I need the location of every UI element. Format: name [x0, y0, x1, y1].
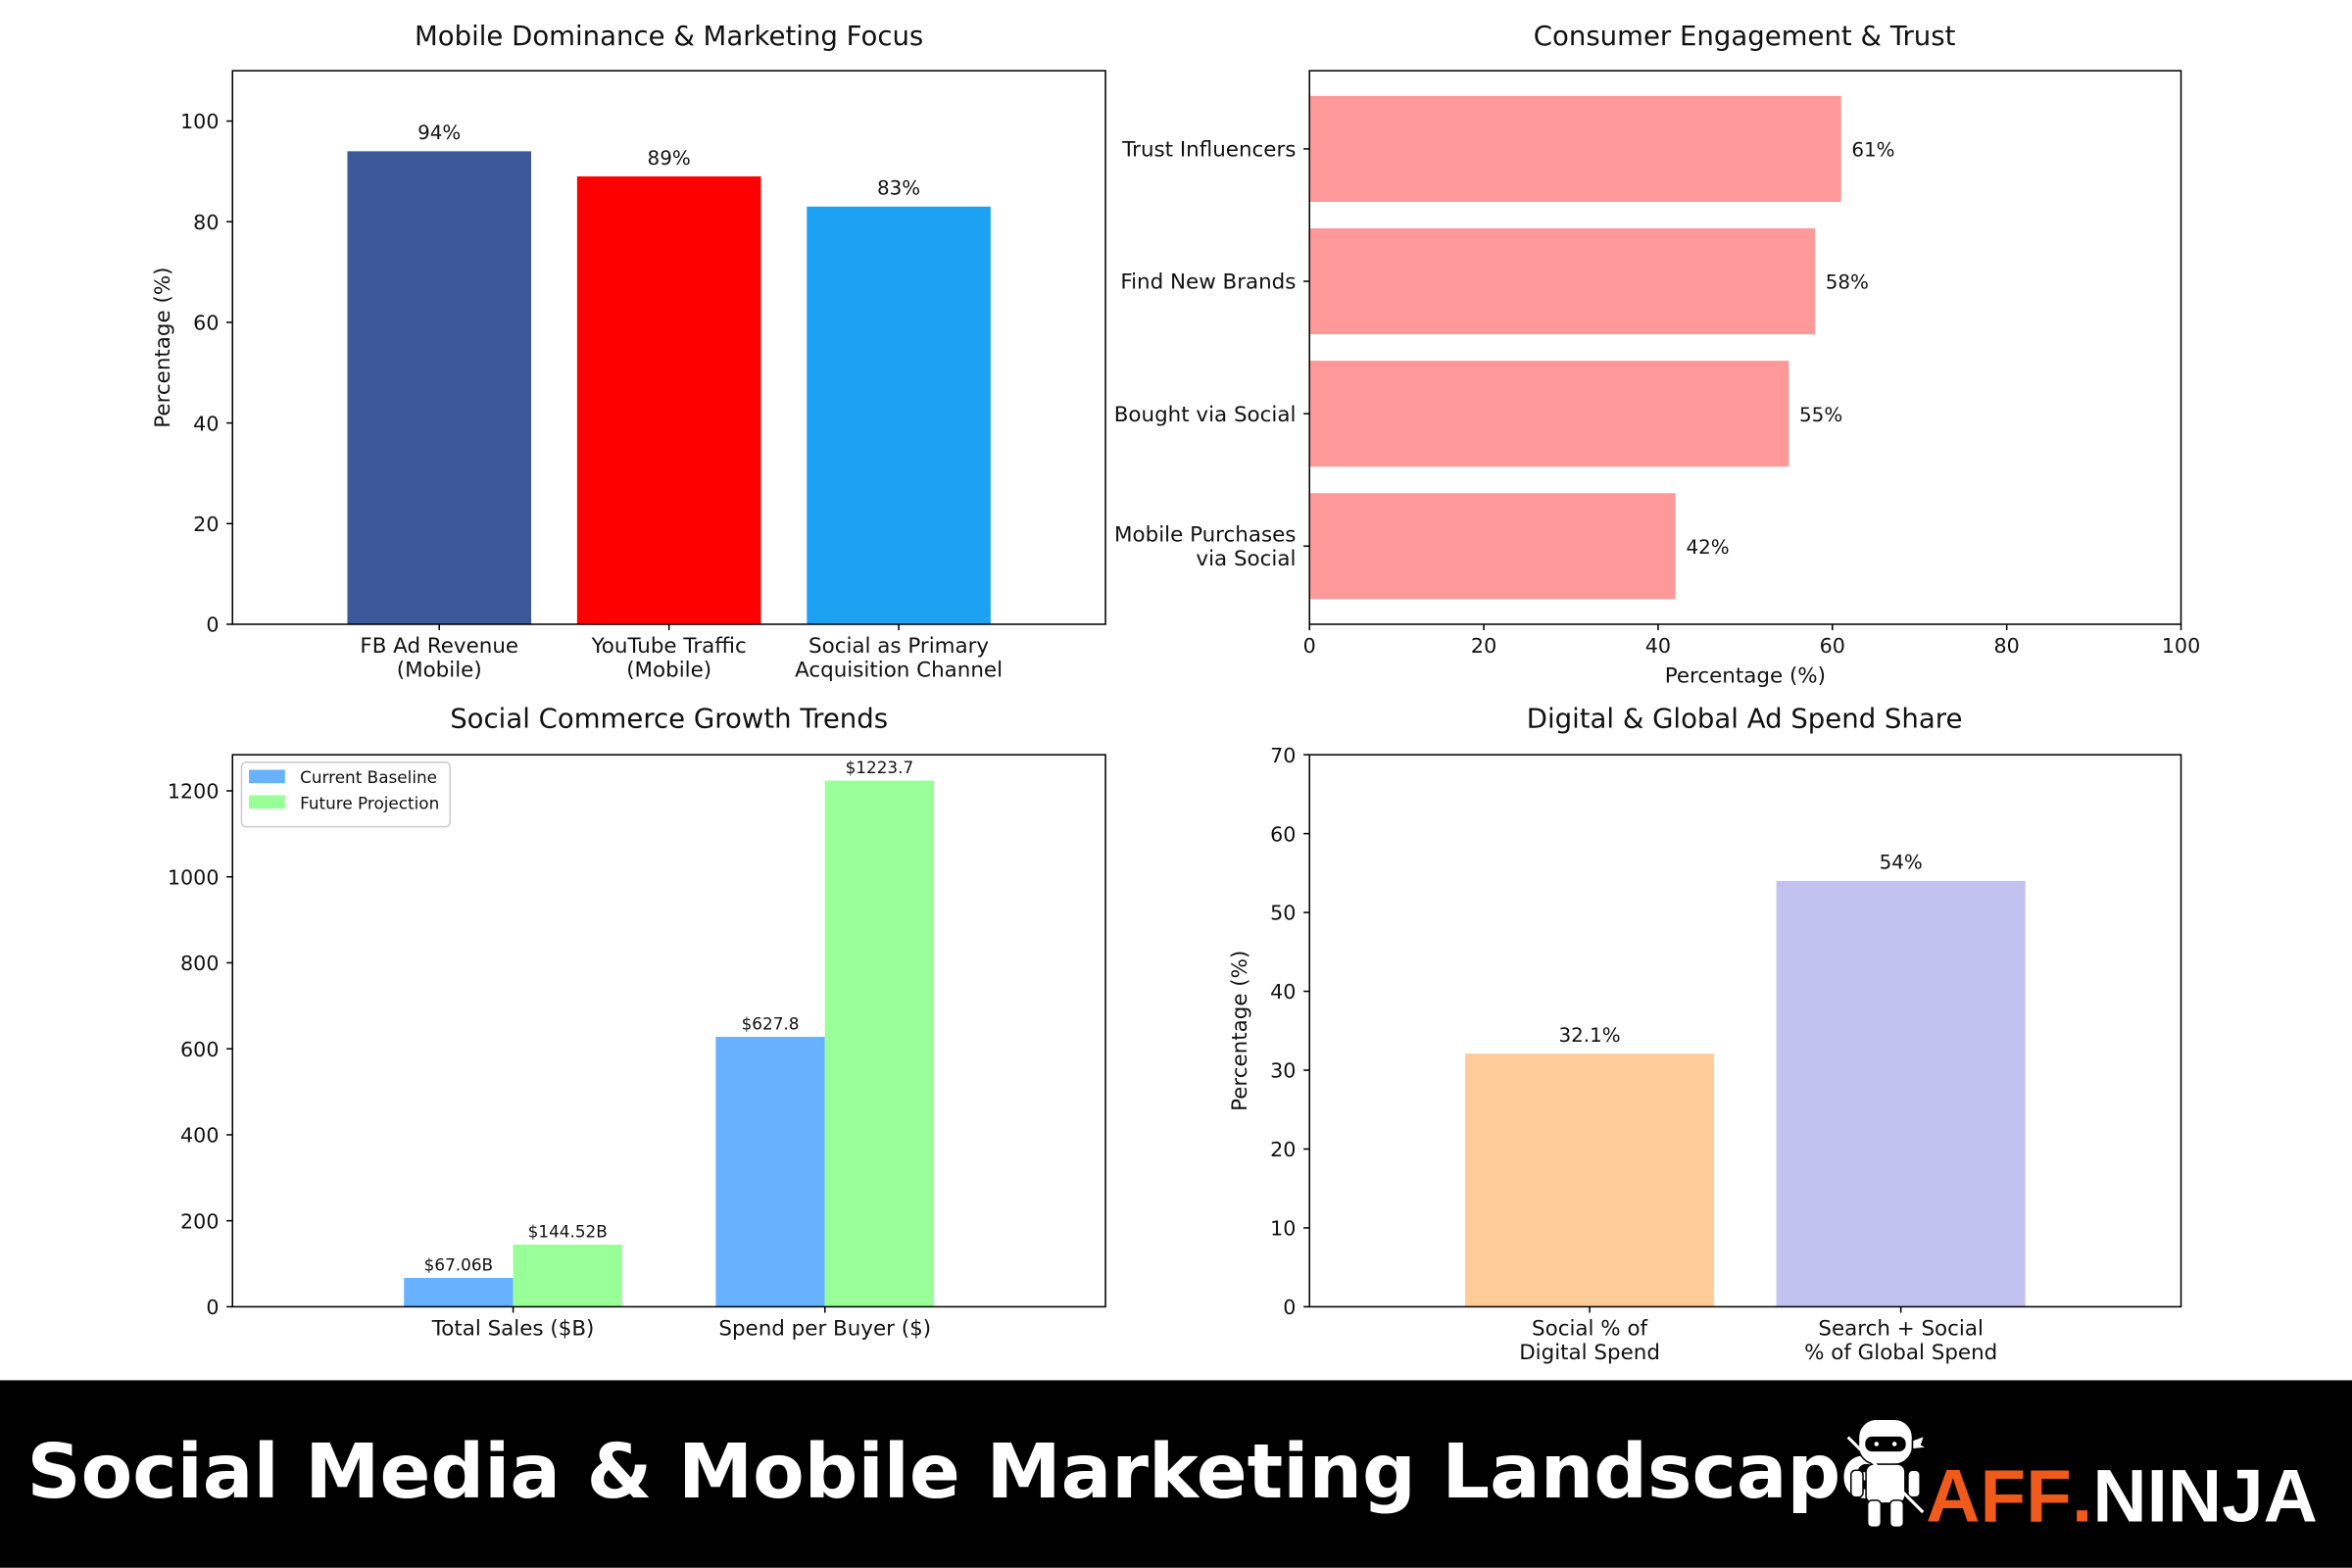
brand-logo: AFF.NINJA [1926, 1454, 2318, 1538]
legend-swatch [249, 795, 285, 809]
legend-label: Future Projection [300, 793, 439, 812]
x-tick-label: 60 [1820, 634, 1845, 658]
y-tick-label: 800 [180, 952, 219, 975]
y-tick-label: 20 [193, 513, 219, 536]
x-tick-label: Total Sales ($B) [431, 1317, 595, 1342]
y-tick-label: Mobile Purchases via Social [1114, 523, 1296, 571]
y-tick-label: 60 [193, 312, 219, 335]
bar [1309, 493, 1676, 600]
chart-title: Digital & Global Ad Spend Share [1527, 704, 1963, 735]
plot-frame [1308, 754, 2182, 1308]
plot-frame [1308, 70, 2182, 625]
y-tick-label: 600 [180, 1038, 219, 1061]
bar [1465, 1054, 1715, 1307]
chart-4: Digital & Global Ad Spend Share 32.1% 54% 0… [1228, 704, 2182, 1319]
x-tick-label: Search + Social% of Global Spend [1804, 1317, 1997, 1365]
y-axis-label: Percentage (%) [151, 267, 175, 427]
x-tick-label: 80 [1994, 634, 2020, 658]
data-label: 55% [1799, 404, 1842, 426]
x-tick-label: 40 [1645, 634, 1671, 658]
legend-swatch [249, 769, 285, 784]
x-tick-label: Spend per Buyer ($) [718, 1317, 931, 1342]
y-tick-label: 400 [180, 1124, 219, 1148]
y-tick-label: 20 [1270, 1138, 1296, 1161]
x-tick-label: YouTube Traffic (Mobile) [591, 634, 747, 682]
ninja-mascot-icon [1846, 1418, 1931, 1529]
data-label: $144.52B [528, 1221, 608, 1241]
data-label: 58% [1826, 271, 1869, 294]
bar [1776, 880, 2026, 1307]
y-tick-label: 100 [180, 110, 219, 133]
x-tick-label: 0 [1303, 634, 1316, 658]
y-tick-label: 0 [206, 613, 219, 637]
bar [576, 176, 761, 624]
chart-title: Social Commerce Growth Trends [450, 704, 888, 735]
x-tick-label: 20 [1471, 634, 1496, 658]
x-tick-label: FB Ad Revenue (Mobile) [360, 634, 518, 682]
legend: Current Baseline Future Projection [240, 761, 451, 828]
bar [513, 1245, 622, 1307]
plot-frame [231, 70, 1106, 625]
chart-1: Mobile Dominance & Marketing Focus 94% 89%… [151, 21, 1106, 637]
legend-label: Current Baseline [300, 767, 437, 787]
data-label: $627.8 [742, 1013, 800, 1033]
y-tick-label: 40 [1270, 980, 1296, 1004]
y-tick-label: 30 [1270, 1059, 1296, 1083]
data-label: $1223.7 [846, 758, 914, 777]
bar [1309, 361, 1789, 467]
chart-title: Consumer Engagement & Trust [1534, 21, 1956, 52]
y-tick-label: 40 [193, 412, 219, 435]
y-axis-label: Percentage (%) [1228, 951, 1252, 1111]
data-label: 42% [1686, 536, 1729, 559]
y-tick-label: Bought via Social [1114, 403, 1297, 427]
data-label: $67.06B [424, 1254, 493, 1274]
data-label: 32.1% [1558, 1024, 1620, 1047]
y-tick-label: 200 [180, 1209, 219, 1233]
y-tick-label: 0 [1283, 1296, 1296, 1319]
y-tick-label: 80 [193, 211, 219, 234]
data-label: 94% [417, 122, 461, 144]
y-tick-label: 10 [1270, 1217, 1296, 1241]
x-tick-label: 100 [2162, 634, 2200, 658]
chart-title: Mobile Dominance & Marketing Focus [415, 21, 923, 52]
banner-title: Social Media & Mobile Marketing Landscap… [27, 1429, 1892, 1516]
y-tick-label: Trust Influencers [1121, 138, 1296, 163]
chart-2: Consumer Engagement & Trust 61% 58% 55% 42% 0… [1303, 21, 2201, 689]
x-axis-label: Percentage (%) [1665, 664, 1826, 689]
x-tick-label: Social % of Digital Spend [1519, 1317, 1660, 1365]
banner-background [0, 1380, 2352, 1568]
y-tick-label: 50 [1270, 902, 1296, 925]
y-tick-label: 1000 [168, 865, 220, 889]
y-tick-label: 0 [206, 1296, 219, 1319]
bar [824, 780, 935, 1307]
data-label: 89% [648, 147, 691, 170]
legend-box [240, 761, 451, 828]
data-label: 61% [1851, 139, 1894, 162]
y-tick-label: Find New Brands [1120, 270, 1296, 295]
x-tick-label: Social as Primary Acquisition Channel [795, 634, 1003, 682]
data-label: 54% [1880, 852, 1923, 874]
bar [1309, 227, 1816, 335]
bar [1309, 95, 1841, 202]
bar [715, 1037, 825, 1307]
y-tick-label: 1200 [168, 780, 220, 804]
bar [404, 1278, 514, 1307]
bar [347, 151, 531, 624]
y-tick-label: 70 [1270, 744, 1296, 767]
bar [807, 206, 991, 624]
data-label: 83% [877, 177, 920, 200]
y-tick-label: 60 [1270, 822, 1296, 846]
plot-frame [231, 754, 1106, 1308]
chart-3: Social Commerce Growth Trends $67.06B $627… [168, 704, 1106, 1319]
